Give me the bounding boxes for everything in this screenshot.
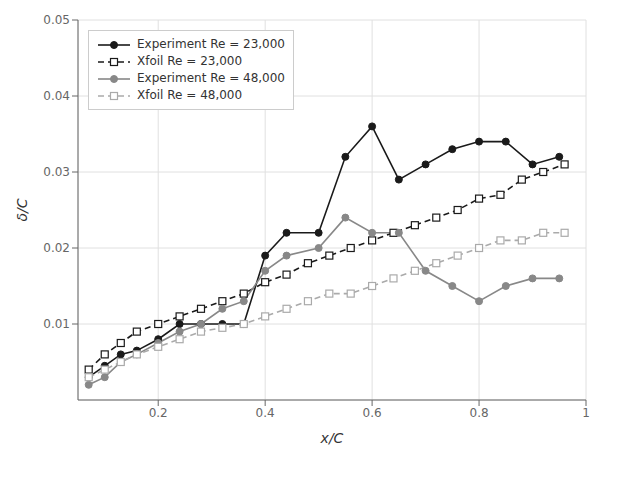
- html-text:Xfoil Re = 48,000: Xfoil Re = 48,000: [137, 88, 243, 102]
- svg-text:0.01: 0.01: [43, 317, 70, 331]
- svg-text:0.2: 0.2: [149, 406, 168, 420]
- svg-text:0.8: 0.8: [470, 406, 489, 420]
- svg-text:δ/C: δ/C: [14, 198, 30, 221]
- svg-text:0.04: 0.04: [43, 89, 70, 103]
- html-text:Xfoil Re = 23,000: Xfoil Re = 23,000: [137, 54, 243, 68]
- svg-text:0.05: 0.05: [43, 13, 70, 27]
- svg-text:0.6: 0.6: [363, 406, 382, 420]
- svg-text:0.03: 0.03: [43, 165, 70, 179]
- html-text:Experiment Re = 48,000: Experiment Re = 48,000: [137, 71, 285, 85]
- svg-text:x/C: x/C: [320, 430, 344, 446]
- svg-text:0.02: 0.02: [43, 241, 70, 255]
- svg-text:1: 1: [582, 406, 590, 420]
- svg-text:0.4: 0.4: [256, 406, 275, 420]
- html-text:Experiment Re = 23,000: Experiment Re = 23,000: [137, 37, 285, 51]
